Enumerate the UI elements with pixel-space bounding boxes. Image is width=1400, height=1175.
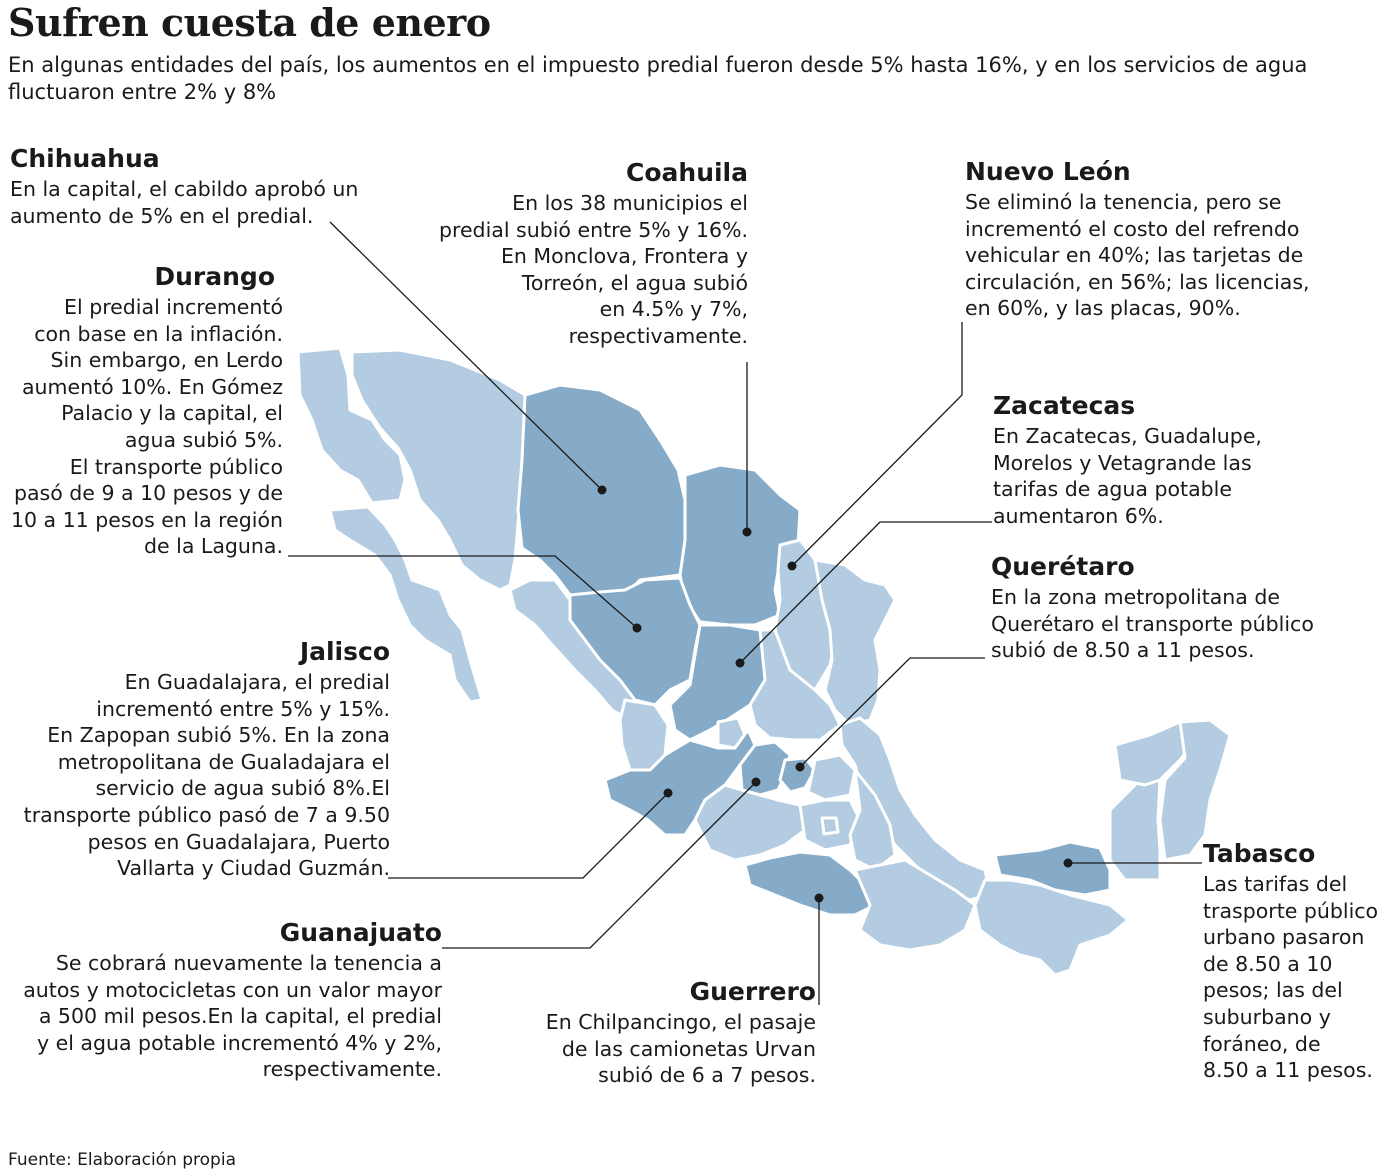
dot-coahuila (742, 527, 752, 537)
state-text-guanajuato: Se cobrará nuevamente la tenencia a auto… (23, 951, 442, 1082)
state-sonora (350, 348, 527, 592)
map-land (296, 346, 1232, 977)
state-text-jalisco: En Guadalajara, el predial incrementó en… (23, 670, 390, 881)
leader-zacatecas (739, 521, 992, 664)
state-san-luis-potosi (748, 628, 842, 742)
leader-queretaro (799, 657, 985, 768)
callout-coahuila: Coahuila En los 38 municipios el predial… (420, 158, 748, 350)
leader-durango (288, 555, 638, 629)
leader-nuevo-leon (791, 322, 963, 567)
leader-lines (288, 221, 1202, 1005)
state-name-coahuila: Coahuila (626, 158, 748, 187)
state-text-chihuahua: En la capital, el cabildo aprobó un aume… (10, 177, 359, 228)
state-name-zacatecas: Zacatecas (993, 391, 1136, 420)
dot-jalisco (663, 788, 673, 798)
dot-guerrero (814, 893, 824, 903)
state-name-queretaro: Querétaro (991, 552, 1135, 581)
dot-durango (632, 623, 642, 633)
state-text-durango: El predial incrementó con base en la inf… (10, 295, 283, 559)
state-text-tabasco: Las tarifas del trasporte público urbano… (1203, 872, 1379, 1083)
callout-nuevo-leon: Nuevo León Se eliminó la tenencia, pero … (965, 157, 1365, 322)
state-name-chihuahua: Chihuahua (10, 144, 160, 173)
callout-chihuahua: Chihuahua En la capital, el cabildo apro… (10, 144, 390, 229)
page-subtitle: En algunas entidades del país, los aumen… (8, 53, 1308, 104)
dot-zacatecas (735, 658, 745, 668)
page-title: Sufren cuesta de enero (8, 0, 491, 45)
state-text-guerrero: En Chilpancingo, el pasaje de las camion… (545, 1010, 816, 1088)
state-yucatan (1113, 720, 1197, 787)
state-chiapas (973, 878, 1130, 977)
state-name-tabasco: Tabasco (1203, 839, 1316, 868)
state-michoacan (693, 783, 807, 862)
dot-tabasco (1063, 858, 1073, 868)
leader-guanajuato (442, 781, 757, 949)
source-note: Fuente: Elaboración propia (8, 1150, 236, 1170)
callout-tabasco: Tabasco Las tarifas del trasporte públic… (1203, 839, 1398, 1084)
dot-queretaro (795, 762, 805, 772)
state-queretaro (778, 756, 817, 794)
state-baja-california (296, 346, 407, 505)
callout-jalisco: Jalisco En Guadalajara, el predial incre… (0, 637, 390, 882)
callout-guerrero: Guerrero En Chilpancingo, el pasaje de l… (520, 977, 816, 1089)
dot-chihuahua (597, 485, 607, 495)
state-text-queretaro: En la zona metropolitana de Querétaro el… (991, 585, 1314, 663)
state-oaxaca (853, 858, 977, 952)
leader-jalisco (388, 792, 669, 879)
state-tamaulipas (813, 558, 897, 727)
state-quintana-roo (1158, 718, 1232, 862)
state-tabasco (993, 840, 1112, 897)
callout-zacatecas: Zacatecas En Zacatecas, Guadalupe, Morel… (993, 391, 1353, 529)
state-name-durango: Durango (154, 262, 275, 291)
dot-guanajuato (751, 777, 761, 787)
state-name-nuevo-leon: Nuevo León (965, 157, 1131, 186)
callout-queretaro: Querétaro En la zona metropolitana de Qu… (991, 552, 1391, 664)
dot-nuevo-leon (787, 561, 797, 571)
state-name-guerrero: Guerrero (689, 977, 816, 1006)
leader-chihuahua (329, 221, 603, 491)
state-text-zacatecas: En Zacatecas, Guadalupe, Morelos y Vetag… (993, 424, 1262, 528)
state-name-guanajuato: Guanajuato (279, 918, 442, 947)
marker-dots (597, 485, 1073, 903)
state-name-jalisco: Jalisco (299, 637, 390, 666)
state-text-nuevo-leon: Se eliminó la tenencia, pero se incremen… (965, 190, 1310, 321)
state-hidalgo (806, 753, 857, 802)
state-cdmx (820, 816, 840, 836)
state-text-coahuila: En los 38 municipios el predial subió en… (438, 191, 748, 348)
callout-guanajuato: Guanajuato Se cobrará nuevamente la tene… (0, 918, 442, 1083)
callout-durango: Durango El predial incrementó con base e… (0, 262, 283, 560)
state-baja-california-sur (328, 505, 484, 704)
